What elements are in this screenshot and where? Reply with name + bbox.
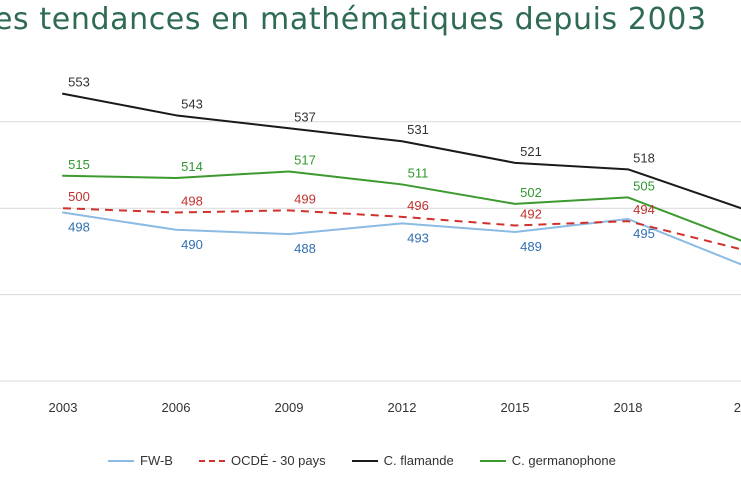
legend-item-1: FW-B	[108, 453, 173, 468]
x-tick-label: 2009	[275, 400, 304, 415]
legend-item-3: C. flamande	[351, 453, 454, 468]
x-tick-label: 2003	[49, 400, 78, 415]
legend: FW-B OCDÉ - 30 pays C. flamande C. germanop…	[108, 453, 642, 468]
data-label: 531	[407, 122, 429, 137]
data-label: 514	[181, 159, 203, 174]
data-label: 493	[407, 230, 429, 245]
series-line-1	[62, 211, 741, 266]
data-label: 489	[520, 239, 542, 254]
data-label: 511	[408, 165, 429, 180]
data-label: 490	[181, 237, 203, 252]
slide-title: es tendances en mathématiques depuis 200…	[0, 2, 707, 37]
legend-swatch	[351, 459, 378, 462]
data-label: 518	[633, 150, 655, 165]
data-label: 499	[294, 191, 316, 206]
legend-item-2: OCDÉ - 30 pays	[198, 453, 326, 468]
legend-label: C. germanophone	[511, 453, 616, 468]
data-labels: 498 490 488 493 489 495 500 498 499 496 492 494 553 5…	[68, 75, 655, 256]
legend-label: OCDÉ - 30 pays	[230, 453, 326, 468]
data-label: 496	[407, 198, 429, 213]
legend-swatch	[198, 459, 225, 462]
series-lines	[62, 92, 741, 266]
data-label: 553	[68, 75, 90, 90]
legend-item-4: C. germanophone	[479, 453, 616, 468]
data-label: 492	[520, 206, 542, 221]
data-label: 494	[633, 202, 655, 217]
legend-swatch	[108, 459, 134, 462]
data-label: 488	[294, 241, 316, 256]
x-tick-label: 2018	[614, 400, 643, 415]
legend-label: C. flamande	[383, 453, 454, 468]
data-label: 495	[633, 226, 655, 241]
gridlines	[0, 121, 741, 382]
x-tick-label: 2006	[162, 400, 191, 415]
data-label: 500	[68, 189, 90, 204]
data-label: 521	[520, 144, 542, 159]
data-label: 537	[294, 109, 316, 124]
x-tick-label: 2012	[388, 400, 417, 415]
legend-label: FW-B	[140, 453, 173, 468]
x-tick-label: 2015	[501, 400, 530, 415]
series-line-4	[62, 170, 741, 242]
series-line-3	[62, 92, 741, 210]
x-tick-label: 20	[734, 400, 741, 415]
data-label: 517	[294, 152, 316, 167]
data-label: 543	[181, 96, 203, 111]
legend-swatch	[479, 459, 506, 462]
data-label: 515	[68, 157, 90, 172]
data-label: 505	[633, 178, 655, 193]
data-label: 498	[181, 194, 203, 209]
x-axis-ticks: 2003 2006 2009 2012 2015 2018 20	[49, 400, 741, 415]
series-line-2	[62, 207, 741, 251]
data-label: 502	[520, 185, 542, 200]
data-label: 498	[68, 220, 90, 235]
